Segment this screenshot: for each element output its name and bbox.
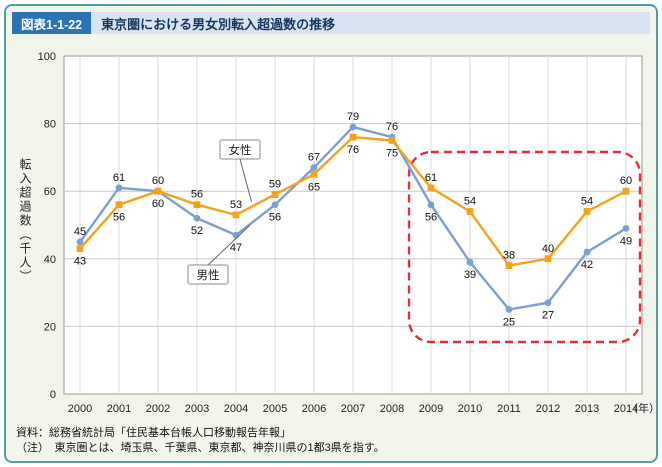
definition-note: （注） 東京圏とは、埼玉県、千葉県、東京都、神奈川県の1都3県を指す。 [16,442,385,454]
x-tick-label: 2000 [68,403,92,415]
x-tick-label: 2002 [146,403,170,415]
x-tick-label: 2012 [536,403,560,415]
legend-callout-female [219,139,261,160]
data-label: 60 [152,198,164,210]
value-labels: 45 43 61 56 60 60 52 56 47 53 56 59 67 65 79 76 76 75 56 61… [74,111,632,329]
data-label: 40 [542,243,554,255]
data-label: 27 [542,310,554,322]
x-tick-label: 2010 [458,403,482,415]
data-label: 79 [347,111,359,123]
x-tick-label: 2008 [380,403,404,415]
source-note: 資料：総務省統計局「住民基本台帳人口移動報告年報」 [16,427,291,439]
data-label: 56 [113,212,125,224]
legend-callout-label: 女性 [229,143,252,157]
data-label: 59 [269,179,281,191]
data-label: 43 [74,256,86,268]
data-label: 60 [152,175,164,187]
y-tick-label: 60 [44,186,56,198]
data-label: 49 [620,235,632,247]
series-female [76,133,630,269]
figure-title: 東京圏における男女別転入超過数の推移 [91,12,650,34]
legend-callout-label: 男性 [197,268,220,282]
data-label: 42 [581,259,593,271]
x-tick-label: 2011 [497,403,521,415]
x-tick-label: 2007 [341,403,365,415]
figure-number: 図表1-1-22 [12,12,92,34]
x-tick-label: 2003 [185,403,209,415]
x-axis-unit: （年） [627,401,660,415]
x-tick-label: 2001 [107,403,131,415]
x-tick-label: 2009 [419,403,443,415]
y-tick-label: 0 [50,389,56,401]
data-label: 75 [386,148,398,160]
data-label: 25 [503,317,515,329]
figure-header: 図表1-1-22 東京圏における男女別転入超過数の推移 [12,12,650,34]
x-tick-label: 2006 [302,403,326,415]
data-label: 39 [464,269,476,281]
highlight-region [407,150,642,344]
data-label: 65 [308,181,320,193]
y-axis-title: 転入超過数（千人） [18,158,32,284]
y-tick-label: 100 [38,51,56,63]
chart: 0 20 40 60 80 100 2000 2001 2002 2003 2004 2005 2006… [38,51,660,415]
data-label: 45 [74,226,86,238]
y-tick-label: 40 [44,254,56,266]
data-label: 56 [425,212,437,224]
data-label: 56 [269,212,281,224]
data-label: 76 [347,144,359,156]
data-label: 61 [425,172,437,184]
data-label: 54 [464,195,476,207]
data-label: 53 [230,199,242,211]
x-tick-label: 2005 [263,403,287,415]
x-tick-label: 2013 [575,403,599,415]
y-tick-label: 80 [44,119,56,131]
data-label: 47 [230,242,242,254]
x-tick-label: 2014 [614,403,638,415]
data-label: 61 [113,172,125,184]
data-label: 76 [386,121,398,133]
y-tick-label: 20 [44,321,56,333]
x-tick-label: 2004 [224,403,248,415]
data-label: 56 [191,189,203,201]
axis-labels: 0 20 40 60 80 100 2000 2001 2002 2003 2004 2005 2006… [38,51,660,415]
data-label: 67 [308,152,320,164]
data-label: 38 [503,250,515,262]
legend-callout-male [187,264,229,285]
figure-footer: 資料：総務省統計局「住民基本台帳人口移動報告年報」 （注） 東京圏とは、埼玉県、… [16,426,385,456]
data-label: 52 [191,225,203,237]
data-label: 54 [581,195,593,207]
data-label: 60 [620,175,632,187]
